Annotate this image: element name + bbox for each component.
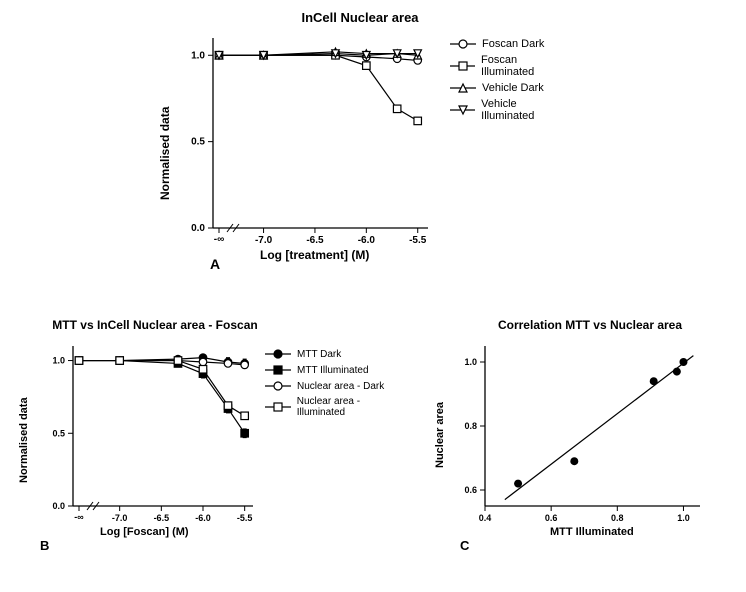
svg-text:0.8: 0.8 (464, 421, 477, 431)
panel-a-plot: 0.0 0.5 1.0 -∞ -7.0 -6.5 -6.0 -5.5 (168, 28, 438, 258)
panel-b-letter: B (40, 538, 49, 553)
legend-item: Vehicle Dark (450, 82, 570, 94)
legend-label: Vehicle Dark (482, 82, 544, 94)
panel-a-xlabel: Log [treatment] (M) (260, 248, 369, 262)
panel-b: MTT vs InCell Nuclear area - Foscan 0.00… (10, 318, 410, 578)
svg-text:1.0: 1.0 (191, 50, 205, 61)
svg-text:-5.5: -5.5 (409, 235, 427, 246)
legend-item: Nuclear area - Illuminated (265, 396, 410, 418)
svg-text:0.8: 0.8 (611, 513, 624, 523)
panel-a-letter: A (210, 256, 220, 272)
legend-label: Vehicle Illuminated (481, 98, 570, 122)
svg-text:-6.5: -6.5 (154, 513, 170, 523)
legend-label: MTT Dark (297, 349, 341, 360)
legend-item: Foscan Illuminated (450, 54, 570, 78)
legend-item: Nuclear area - Dark (265, 380, 410, 392)
panel-b-plot: 0.0 0.5 1.0 -∞ -7.0 -6.5 -6.0 -5.5 (28, 336, 263, 536)
panel-b-xlabel: Log [Foscan] (M) (100, 526, 189, 538)
panel-b-ylabel: Normalised data (18, 397, 30, 483)
svg-text:-6.5: -6.5 (306, 235, 324, 246)
panel-a-legend: Foscan Dark Foscan Illuminated Vehicle Dar… (450, 38, 570, 126)
panel-a: InCell Nuclear area 0.0 0.5 1.0 -∞ -7.0 -6.5 -… (150, 10, 570, 280)
legend-item: MTT Dark (265, 348, 410, 360)
svg-text:-6.0: -6.0 (195, 513, 211, 523)
svg-text:-∞: -∞ (214, 234, 224, 245)
svg-text:0.4: 0.4 (479, 513, 492, 523)
svg-text:0.5: 0.5 (52, 428, 65, 438)
panel-c-xlabel: MTT Illuminated (550, 526, 634, 538)
legend-label: Nuclear area - Dark (297, 381, 384, 392)
panel-c: Correlation MTT vs Nuclear area 0.6 0.8 1.… (430, 318, 730, 578)
legend-item: Vehicle Illuminated (450, 98, 570, 122)
panel-c-letter: C (460, 538, 469, 553)
svg-text:-∞: -∞ (74, 512, 84, 522)
svg-text:-5.5: -5.5 (237, 513, 253, 523)
svg-text:0.0: 0.0 (191, 223, 205, 234)
svg-text:-7.0: -7.0 (112, 513, 128, 523)
panel-a-title: InCell Nuclear area (260, 10, 460, 25)
panel-a-ylabel: Normalised data (158, 107, 172, 200)
svg-text:0.5: 0.5 (191, 137, 205, 148)
panel-c-plot: 0.6 0.8 1.0 0.4 0.6 0.8 1.0 (440, 336, 710, 536)
svg-text:-7.0: -7.0 (255, 235, 273, 246)
legend-item: Foscan Dark (450, 38, 570, 50)
panel-b-legend: MTT Dark MTT Illuminated Nuclear area - Da… (265, 348, 410, 422)
legend-item: MTT Illuminated (265, 364, 410, 376)
panel-c-ylabel: Nuclear area (434, 402, 446, 468)
figure: InCell Nuclear area 0.0 0.5 1.0 -∞ -7.0 -6.5 -… (0, 0, 746, 592)
svg-text:0.6: 0.6 (464, 485, 477, 495)
legend-label: MTT Illuminated (297, 365, 369, 376)
svg-text:1.0: 1.0 (52, 356, 65, 366)
panel-c-title: Correlation MTT vs Nuclear area (460, 318, 720, 332)
svg-text:1.0: 1.0 (464, 357, 477, 367)
legend-label: Nuclear area - Illuminated (297, 396, 410, 418)
svg-text:0.6: 0.6 (545, 513, 558, 523)
svg-text:-6.0: -6.0 (358, 235, 376, 246)
legend-label: Foscan Dark (482, 38, 544, 50)
svg-text:1.0: 1.0 (677, 513, 690, 523)
legend-label: Foscan Illuminated (481, 54, 570, 78)
panel-b-title: MTT vs InCell Nuclear area - Foscan (25, 318, 285, 332)
svg-text:0.0: 0.0 (52, 501, 65, 511)
